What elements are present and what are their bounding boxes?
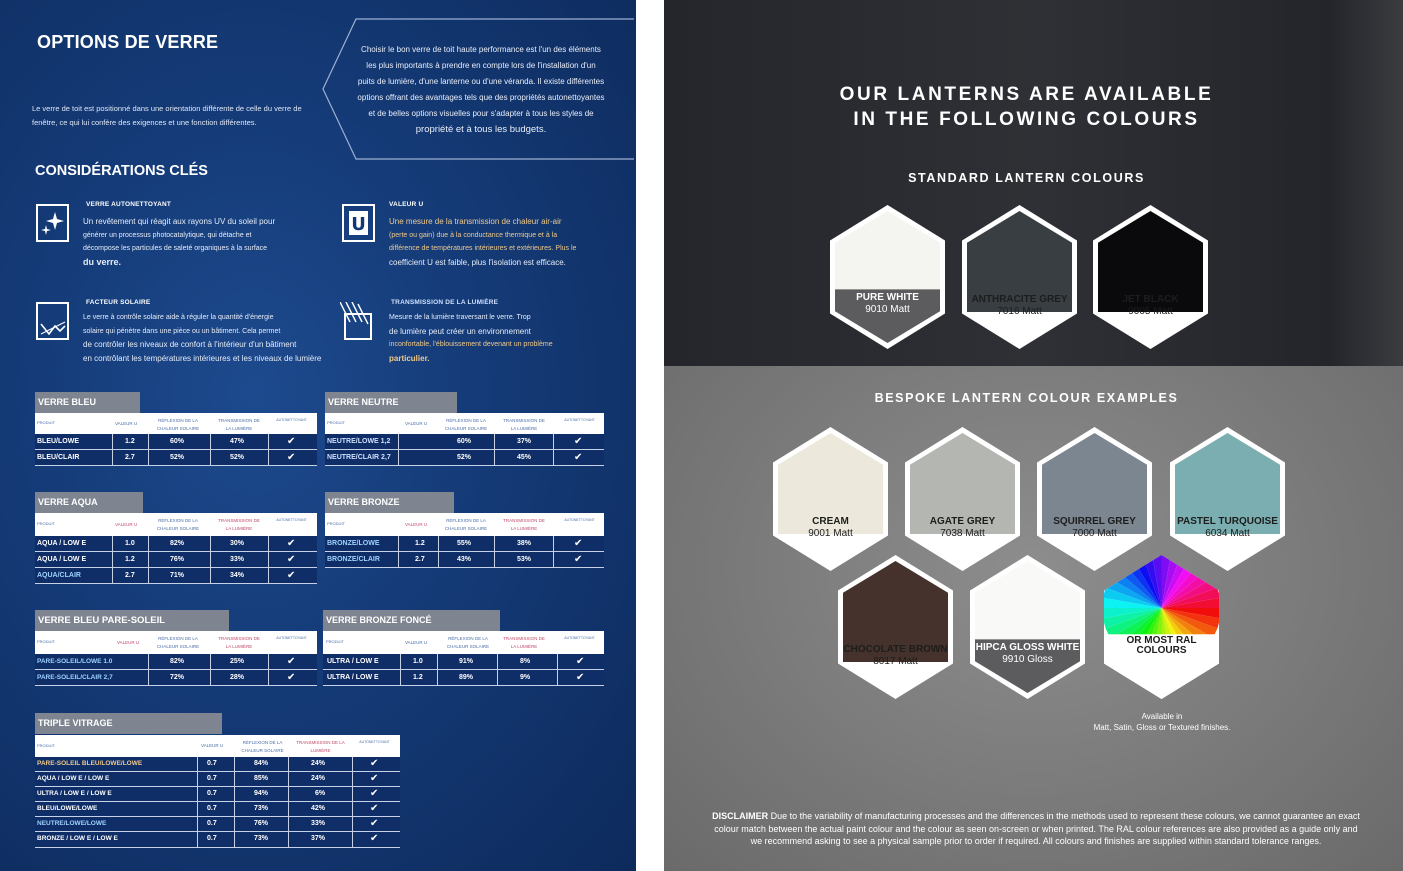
disclaimer-label: DISCLAIMER (712, 811, 769, 821)
standard-colours-heading: STANDARD LANTERN COLOURS (908, 171, 1145, 185)
table-row: PARE-SOLEIL/LOWE 1.0 82% 25% ✔ (35, 654, 317, 670)
available-finishes-note: Available in Matt, Satin, Gloss or Textu… (1093, 712, 1231, 732)
swatch-cream-code: 9001 Matt (808, 528, 853, 540)
u-value-icon: U (342, 204, 375, 242)
disclaimer: DISCLAIMER Due to the variability of man… (708, 810, 1364, 848)
table-row: BLEU/LOWE 1.2 60% 47% ✔ (35, 434, 317, 450)
swatch-or-most-ral-colours: OR MOST RAL COLOURS (1102, 554, 1221, 700)
swatch-or-most-ral-colours-label: OR MOST RAL COLOURS (1102, 634, 1221, 656)
page-gutter (636, 0, 664, 871)
swatch-agate-grey-name: AGATE GREY (929, 516, 996, 528)
swatch-cream: CREAM 9001 Matt (771, 426, 890, 572)
table-row: NEUTRE/CLAIR 2,7 52% 45% ✔ (325, 450, 604, 466)
swatch-jet-black-code: 9005 Matt (1128, 306, 1173, 318)
swatch-hipca-gloss-white: HIPCA GLOSS WHITE 9910 Gloss (968, 554, 1087, 700)
table-row: PARE-SOLEIL BLEU/LOWE/LOWE 0.7 84% 24% ✔ (35, 757, 400, 772)
swatch-chocolate-brown-label: CHOCOLATE BROWN 8017 Matt (836, 644, 955, 668)
swatch-cream-name: CREAM (812, 516, 849, 528)
sparkle-icon (36, 204, 69, 242)
swatch-squirrel-grey-code: 7000 Matt (1072, 528, 1117, 540)
svg-text:U: U (351, 214, 366, 235)
swatch-pure-white: PURE WHITE 9010 Matt (828, 204, 947, 350)
lanterns-title-line1: OUR LANTERNS ARE AVAILABLE (839, 84, 1214, 105)
table-row: AQUA / LOW E 1.2 76% 33% ✔ (35, 552, 317, 568)
swatch-chocolate-brown: CHOCOLATE BROWN 8017 Matt (836, 554, 955, 700)
swatch-pure-white-code: 9010 Matt (865, 304, 910, 316)
table-row: AQUA / LOW E 1.0 82% 30% ✔ (35, 536, 317, 552)
table-row: BRONZE / LOW E / LOW E 0.7 73% 37% ✔ (35, 832, 400, 848)
swatch-jet-black-name: JET BLACK (1122, 294, 1179, 306)
quote-frame (322, 18, 634, 160)
swatch-agate-grey: AGATE GREY 7038 Matt (903, 426, 1022, 572)
swatch-anthracite-grey-label: ANTHRACITE GREY 7016 Matt (960, 294, 1079, 318)
table-row: BLEU/LOWE/LOWE 0.7 73% 42% ✔ (35, 802, 400, 817)
table-row: BLEU/CLAIR 2.7 52% 52% ✔ (35, 450, 317, 466)
page-title: OPTIONS DE VERRE (37, 32, 219, 52)
swatch-squirrel-grey-name: SQUIRREL GREY (1053, 516, 1136, 528)
table-row: ULTRA / LOW E 1.0 91% 8% ✔ (323, 654, 604, 670)
swatch-hipca-gloss-white-code: 9910 Gloss (1002, 654, 1053, 666)
swatch-anthracite-grey-code: 7016 Matt (997, 306, 1042, 318)
disclaimer-text: Due to the variability of manufacturing … (714, 811, 1360, 846)
quote-text: Choisir le bon verre de toit haute perfo… (357, 45, 605, 135)
solar-factor-icon (36, 302, 69, 340)
swatch-pastel-turquoise-label: PASTEL TURQUOISE 6034 Matt (1168, 516, 1287, 540)
table-row: NEUTRE/LOWE/LOWE 0.7 76% 33% ✔ (35, 817, 400, 832)
swatch-hipca-gloss-white-label: HIPCA GLOSS WHITE 9910 Gloss (968, 642, 1087, 666)
swatch-or-most-ral-colours-name: OR MOST RAL COLOURS (1126, 634, 1197, 656)
swatch-anthracite-grey-name: ANTHRACITE GREY (971, 294, 1068, 306)
swatch-hipca-gloss-white-name: HIPCA GLOSS WHITE (975, 642, 1080, 654)
table-row: BRONZE/CLAIR 2.7 43% 53% ✔ (325, 552, 604, 568)
swatch-pastel-turquoise: PASTEL TURQUOISE 6034 Matt (1168, 426, 1287, 572)
swatch-squirrel-grey: SQUIRREL GREY 7000 Matt (1035, 426, 1154, 572)
bespoke-colours-heading: BESPOKE LANTERN COLOUR EXAMPLES (874, 391, 1179, 405)
swatch-chocolate-brown-code: 8017 Matt (873, 656, 918, 668)
swatch-jet-black-label: JET BLACK 9005 Matt (1091, 294, 1210, 318)
swatch-pure-white-label: PURE WHITE 9010 Matt (828, 292, 947, 316)
intro-text: Le verre de toit est positionné dans une… (32, 104, 302, 127)
swatch-agate-grey-label: AGATE GREY 7038 Matt (903, 516, 1022, 540)
swatch-cream-label: CREAM 9001 Matt (771, 516, 890, 540)
table-row: AQUA / LOW E / LOW E 0.7 85% 24% ✔ (35, 772, 400, 787)
table-row: ULTRA / LOW E / LOW E 0.7 94% 6% ✔ (35, 787, 400, 802)
table-row: AQUA/CLAIR 2.7 71% 34% ✔ (35, 568, 317, 584)
swatch-pastel-turquoise-name: PASTEL TURQUOISE (1177, 516, 1278, 528)
light-transmission-icon (339, 301, 373, 340)
table-row: ULTRA / LOW E 1.2 89% 9% ✔ (323, 670, 604, 686)
swatch-chocolate-brown-name: CHOCOLATE BROWN (843, 644, 948, 656)
swatch-pure-white-name: PURE WHITE (856, 292, 919, 304)
swatch-anthracite-grey: ANTHRACITE GREY 7016 Matt (960, 204, 1079, 350)
swatch-squirrel-grey-label: SQUIRREL GREY 7000 Matt (1035, 516, 1154, 540)
key-considerations-heading: CONSIDÉRATIONS CLÉS (35, 163, 208, 179)
table-row: BRONZE/LOWE 1.2 55% 38% ✔ (325, 536, 604, 552)
table-row: PARE-SOLEIL/CLAIR 2,7 72% 28% ✔ (35, 670, 317, 686)
table-row: NEUTRE/LOWE 1,2 60% 37% ✔ (325, 434, 604, 450)
lanterns-title-line2: IN THE FOLLOWING COLOURS (853, 109, 1200, 130)
swatch-jet-black: JET BLACK 9005 Matt (1091, 204, 1210, 350)
glass-options-page: OPTIONS DE VERRE Le verre de toit est po… (0, 0, 636, 871)
swatch-pastel-turquoise-code: 6034 Matt (1205, 528, 1250, 540)
swatch-agate-grey-code: 7038 Matt (940, 528, 985, 540)
